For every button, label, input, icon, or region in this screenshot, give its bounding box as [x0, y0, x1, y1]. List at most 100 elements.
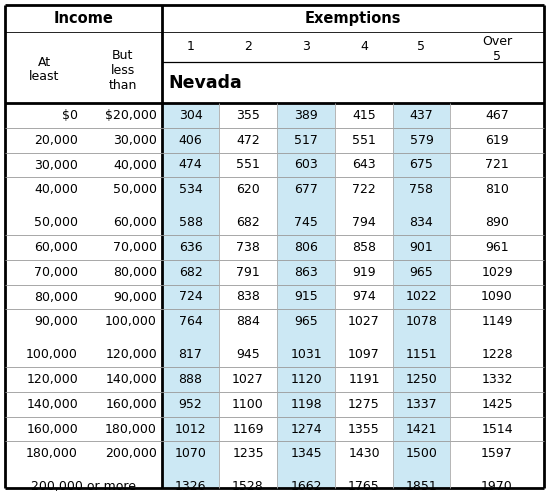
Text: 1027: 1027 [232, 373, 264, 386]
Text: 863: 863 [294, 266, 318, 279]
Text: 721: 721 [485, 159, 509, 172]
Text: 758: 758 [410, 183, 434, 196]
Text: 40,000: 40,000 [34, 183, 78, 196]
Text: 1070: 1070 [175, 447, 206, 460]
Text: 200,000 or more: 200,000 or more [31, 480, 136, 493]
Text: 738: 738 [236, 241, 260, 254]
Text: 1027: 1027 [348, 316, 380, 328]
Text: 817: 817 [178, 348, 203, 361]
Text: But
less
than: But less than [108, 49, 137, 92]
Text: 1500: 1500 [406, 447, 438, 460]
Text: 1191: 1191 [348, 373, 380, 386]
Text: 120,000: 120,000 [26, 373, 78, 386]
Bar [277, 103, 335, 488]
Text: 1078: 1078 [406, 316, 438, 328]
Text: 1275: 1275 [348, 398, 380, 411]
Text: 50,000: 50,000 [113, 183, 157, 196]
Text: 1022: 1022 [406, 290, 438, 304]
Text: 70,000: 70,000 [113, 241, 157, 254]
Text: 1149: 1149 [481, 316, 513, 328]
Text: 579: 579 [410, 134, 434, 147]
Text: 1120: 1120 [290, 373, 322, 386]
Text: 677: 677 [294, 183, 318, 196]
Text: 3: 3 [302, 40, 310, 54]
Text: 2: 2 [244, 40, 252, 54]
Text: 80,000: 80,000 [34, 290, 78, 304]
Text: 619: 619 [485, 134, 509, 147]
Text: 965: 965 [410, 266, 433, 279]
Text: 806: 806 [294, 241, 318, 254]
Text: 682: 682 [178, 266, 203, 279]
Text: 180,000: 180,000 [105, 423, 157, 435]
Text: 406: 406 [178, 134, 203, 147]
Text: 1031: 1031 [290, 348, 322, 361]
Text: 1: 1 [187, 40, 194, 54]
Text: 794: 794 [352, 216, 376, 229]
Text: 160,000: 160,000 [26, 423, 78, 435]
Text: 200,000: 200,000 [105, 447, 157, 460]
Text: 620: 620 [236, 183, 260, 196]
Text: 1355: 1355 [348, 423, 380, 435]
Text: 160,000: 160,000 [105, 398, 157, 411]
Text: 1851: 1851 [406, 480, 438, 493]
Text: 810: 810 [485, 183, 509, 196]
Bar [393, 103, 450, 488]
Text: 30,000: 30,000 [34, 159, 78, 172]
Text: 1430: 1430 [348, 447, 380, 460]
Text: $20,000: $20,000 [105, 109, 157, 122]
Text: 682: 682 [236, 216, 260, 229]
Text: 1235: 1235 [232, 447, 264, 460]
Text: 60,000: 60,000 [113, 216, 157, 229]
Text: 603: 603 [294, 159, 318, 172]
Text: 643: 643 [352, 159, 376, 172]
Text: 1425: 1425 [481, 398, 513, 411]
Text: 1421: 1421 [406, 423, 437, 435]
Text: Over
5: Over 5 [482, 35, 512, 63]
Text: 636: 636 [178, 241, 203, 254]
Text: 1151: 1151 [406, 348, 438, 361]
Text: 1970: 1970 [481, 480, 513, 493]
Text: 1528: 1528 [232, 480, 264, 493]
Text: 1597: 1597 [481, 447, 513, 460]
Text: 1198: 1198 [290, 398, 322, 411]
Text: 355: 355 [236, 109, 260, 122]
Text: 764: 764 [178, 316, 203, 328]
Text: 40,000: 40,000 [113, 159, 157, 172]
Text: 474: 474 [178, 159, 203, 172]
Text: 588: 588 [178, 216, 203, 229]
Text: 304: 304 [178, 109, 203, 122]
Text: 1100: 1100 [232, 398, 264, 411]
Text: 901: 901 [410, 241, 433, 254]
Text: 1090: 1090 [481, 290, 513, 304]
Text: 20,000: 20,000 [34, 134, 78, 147]
Text: 517: 517 [294, 134, 318, 147]
Text: 60,000: 60,000 [34, 241, 78, 254]
Text: 1097: 1097 [348, 348, 380, 361]
Text: 5: 5 [417, 40, 425, 54]
Text: 90,000: 90,000 [34, 316, 78, 328]
Text: Exemptions: Exemptions [305, 11, 401, 26]
Text: 1332: 1332 [481, 373, 513, 386]
Text: 675: 675 [410, 159, 434, 172]
Text: 50,000: 50,000 [34, 216, 78, 229]
Text: 945: 945 [236, 348, 260, 361]
Text: 1228: 1228 [481, 348, 513, 361]
Text: 1765: 1765 [348, 480, 380, 493]
Text: 888: 888 [178, 373, 203, 386]
Text: 1514: 1514 [481, 423, 513, 435]
Text: 30,000: 30,000 [113, 134, 157, 147]
Text: 140,000: 140,000 [26, 398, 78, 411]
Text: 890: 890 [485, 216, 509, 229]
Text: 70,000: 70,000 [34, 266, 78, 279]
Text: 4: 4 [360, 40, 368, 54]
Text: 1345: 1345 [290, 447, 322, 460]
Text: 919: 919 [352, 266, 376, 279]
Text: Nevada: Nevada [168, 73, 242, 92]
Text: 952: 952 [178, 398, 203, 411]
Text: 838: 838 [236, 290, 260, 304]
Text: 551: 551 [236, 159, 260, 172]
Text: At
least: At least [29, 56, 59, 83]
Text: 745: 745 [294, 216, 318, 229]
Text: Income: Income [54, 11, 114, 26]
Text: 961: 961 [485, 241, 509, 254]
